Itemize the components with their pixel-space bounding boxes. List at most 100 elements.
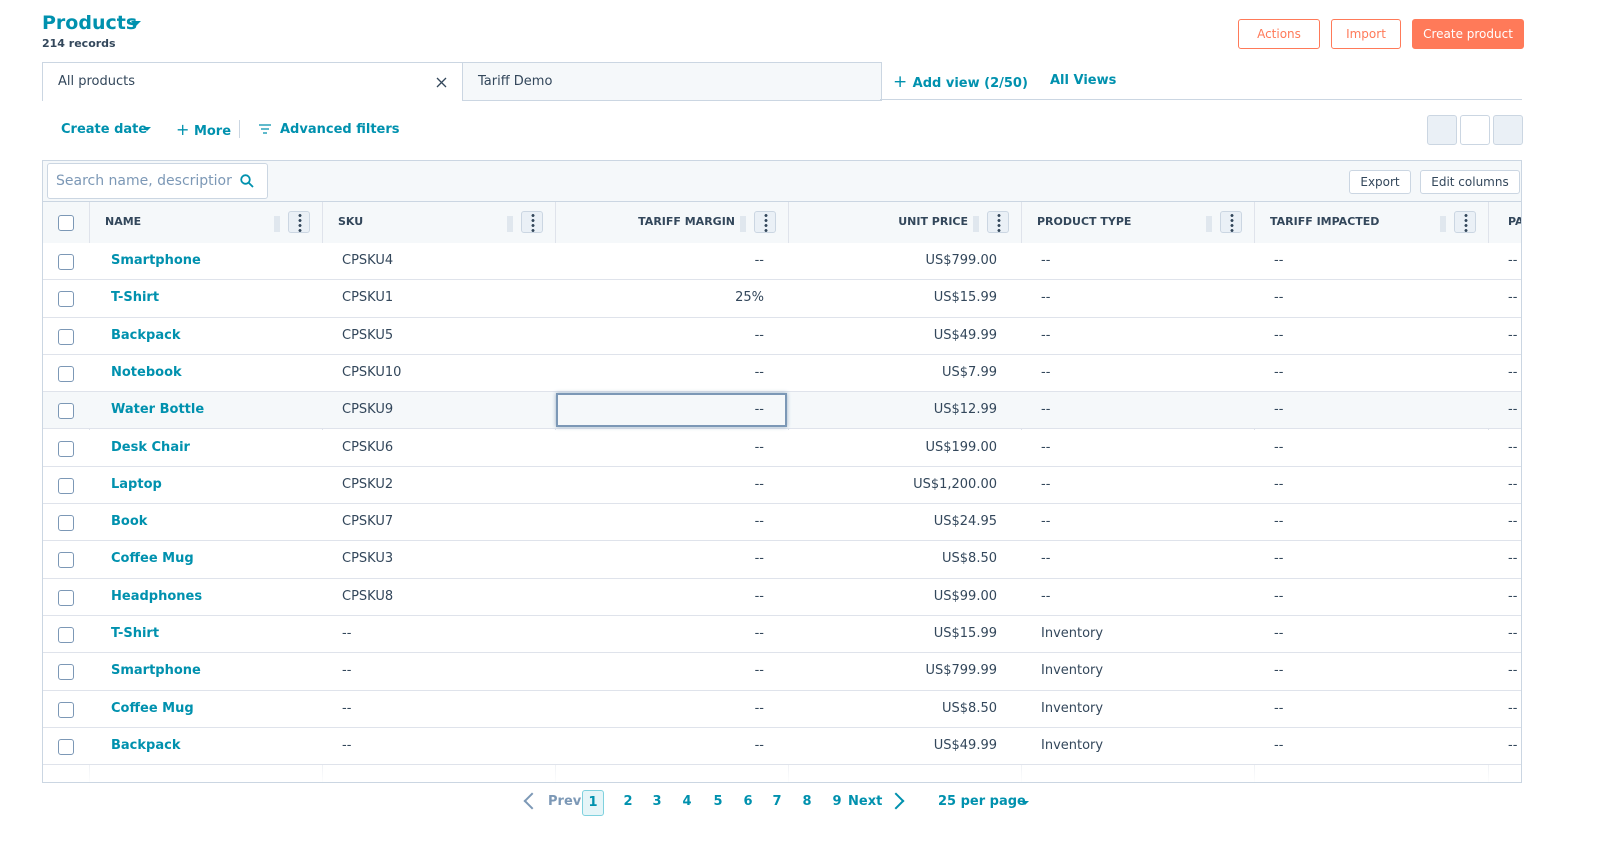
search-input[interactable]: Search name, descriptior: [47, 163, 268, 199]
edit-columns-button[interactable]: Edit columns: [1420, 170, 1520, 194]
checkbox[interactable]: [58, 215, 74, 231]
page-number[interactable]: 4: [682, 794, 692, 809]
checkbox[interactable]: [58, 291, 74, 308]
table-cell: --: [1041, 439, 1051, 455]
table-cell: --: [1274, 663, 1284, 679]
title-caret[interactable]: [130, 20, 142, 28]
sort-icon[interactable]: [740, 216, 746, 232]
table-cell: --: [1274, 476, 1284, 492]
product-link[interactable]: Headphones: [111, 588, 203, 604]
checkbox[interactable]: [58, 365, 74, 382]
product-link[interactable]: Backpack: [111, 737, 181, 753]
table-cell: --: [1274, 253, 1284, 268]
checkbox[interactable]: [58, 515, 74, 532]
tab[interactable]: All products: [42, 62, 463, 101]
column-header[interactable]: TARIFF IMPACTED: [1270, 215, 1380, 228]
column-menu[interactable]: [987, 211, 1009, 233]
checkbox[interactable]: [58, 552, 74, 569]
filter[interactable]: + More: [176, 120, 232, 139]
filter[interactable]: Create date: [61, 122, 148, 137]
table-cell: --: [342, 700, 352, 716]
copy-button[interactable]: [1460, 115, 1490, 145]
column-header[interactable]: PRODUCT TYPE: [1037, 215, 1132, 228]
filter[interactable]: Advanced filters: [280, 122, 400, 137]
column-header[interactable]: TARIFF MARGIN: [638, 215, 735, 228]
next-button[interactable]: Next: [848, 794, 883, 809]
column-header[interactable]: SKU: [338, 215, 364, 228]
selected-cell[interactable]: [556, 393, 787, 428]
table-cell: --: [1508, 663, 1518, 679]
table-row: [43, 616, 1521, 654]
page-number[interactable]: 8: [802, 794, 812, 809]
checkbox[interactable]: [58, 738, 74, 755]
column-menu[interactable]: [1220, 211, 1242, 233]
product-link[interactable]: Coffee Mug: [111, 700, 194, 716]
all-views[interactable]: All Views: [1050, 73, 1117, 88]
import-button[interactable]: Import: [1331, 19, 1401, 49]
next-arrow[interactable]: [887, 792, 905, 810]
column-header[interactable]: NAME: [105, 215, 142, 228]
product-link[interactable]: Smartphone: [111, 253, 201, 268]
product-link[interactable]: T-Shirt: [111, 290, 160, 306]
checkbox[interactable]: [58, 328, 74, 345]
page-number[interactable]: 9: [832, 794, 842, 809]
checkbox[interactable]: [58, 627, 74, 643]
product-link[interactable]: Water Bottle: [111, 402, 205, 418]
actions-button[interactable]: Actions: [1238, 19, 1320, 49]
product-link[interactable]: Desk Chair: [111, 439, 190, 455]
table-cell: 25%: [735, 290, 764, 306]
prev-arrow[interactable]: [523, 792, 541, 810]
product-link[interactable]: Coffee Mug: [111, 551, 194, 567]
table-cell: --: [1274, 327, 1284, 343]
table-cell: --: [1508, 476, 1518, 492]
table-cell: US$49.99: [933, 737, 997, 753]
page-number[interactable]: 5: [713, 794, 723, 809]
checkbox[interactable]: [58, 254, 74, 270]
undo-button[interactable]: [1427, 115, 1457, 145]
table-cell: US$8.50: [942, 551, 997, 567]
product-link[interactable]: Laptop: [111, 476, 162, 492]
table-cell: --: [1508, 253, 1518, 268]
save-button[interactable]: [1493, 115, 1523, 145]
tab[interactable]: Tariff Demo: [462, 62, 882, 101]
checkbox[interactable]: [58, 701, 74, 718]
page-number[interactable]: 2: [623, 794, 633, 809]
add-view[interactable]: + Add view (2/50): [893, 72, 1028, 92]
product-link[interactable]: T-Shirt: [111, 626, 160, 641]
record-count: 214 records: [42, 37, 116, 50]
product-link[interactable]: Book: [111, 514, 148, 530]
checkbox[interactable]: [58, 440, 74, 457]
page-title[interactable]: Products: [42, 12, 138, 34]
caret: [1021, 801, 1029, 809]
caret: [143, 127, 151, 131]
product-link[interactable]: Smartphone: [111, 663, 201, 679]
sort-icon[interactable]: [973, 216, 979, 232]
sort-icon[interactable]: [1206, 216, 1212, 232]
close-icon[interactable]: [436, 77, 447, 88]
create-button[interactable]: Create product: [1412, 19, 1524, 49]
checkbox[interactable]: [58, 664, 74, 681]
table-cell: US$12.99: [933, 402, 997, 418]
page-number[interactable]: 7: [772, 794, 782, 809]
column-header[interactable]: UNIT PRICE: [898, 215, 968, 228]
product-link[interactable]: Notebook: [111, 364, 182, 380]
sort-icon[interactable]: [274, 216, 280, 232]
column-menu[interactable]: [521, 211, 543, 233]
page-number[interactable]: 1: [582, 790, 604, 816]
prev-button[interactable]: Prev: [548, 794, 582, 809]
sort-icon[interactable]: [507, 216, 513, 232]
page-number[interactable]: 3: [652, 794, 662, 809]
checkbox[interactable]: [58, 477, 74, 494]
checkbox[interactable]: [58, 403, 74, 420]
per-page[interactable]: 25 per page: [938, 794, 1026, 809]
checkbox[interactable]: [58, 589, 74, 606]
sort-icon[interactable]: [1440, 216, 1446, 232]
column-menu[interactable]: [754, 211, 776, 233]
table-cell: --: [754, 439, 764, 455]
column-menu[interactable]: [288, 211, 310, 233]
column-header[interactable]: PA: [1508, 215, 1521, 228]
export-button[interactable]: Export: [1349, 170, 1411, 194]
column-menu[interactable]: [1454, 211, 1476, 233]
product-link[interactable]: Backpack: [111, 327, 181, 343]
page-number[interactable]: 6: [743, 794, 753, 809]
